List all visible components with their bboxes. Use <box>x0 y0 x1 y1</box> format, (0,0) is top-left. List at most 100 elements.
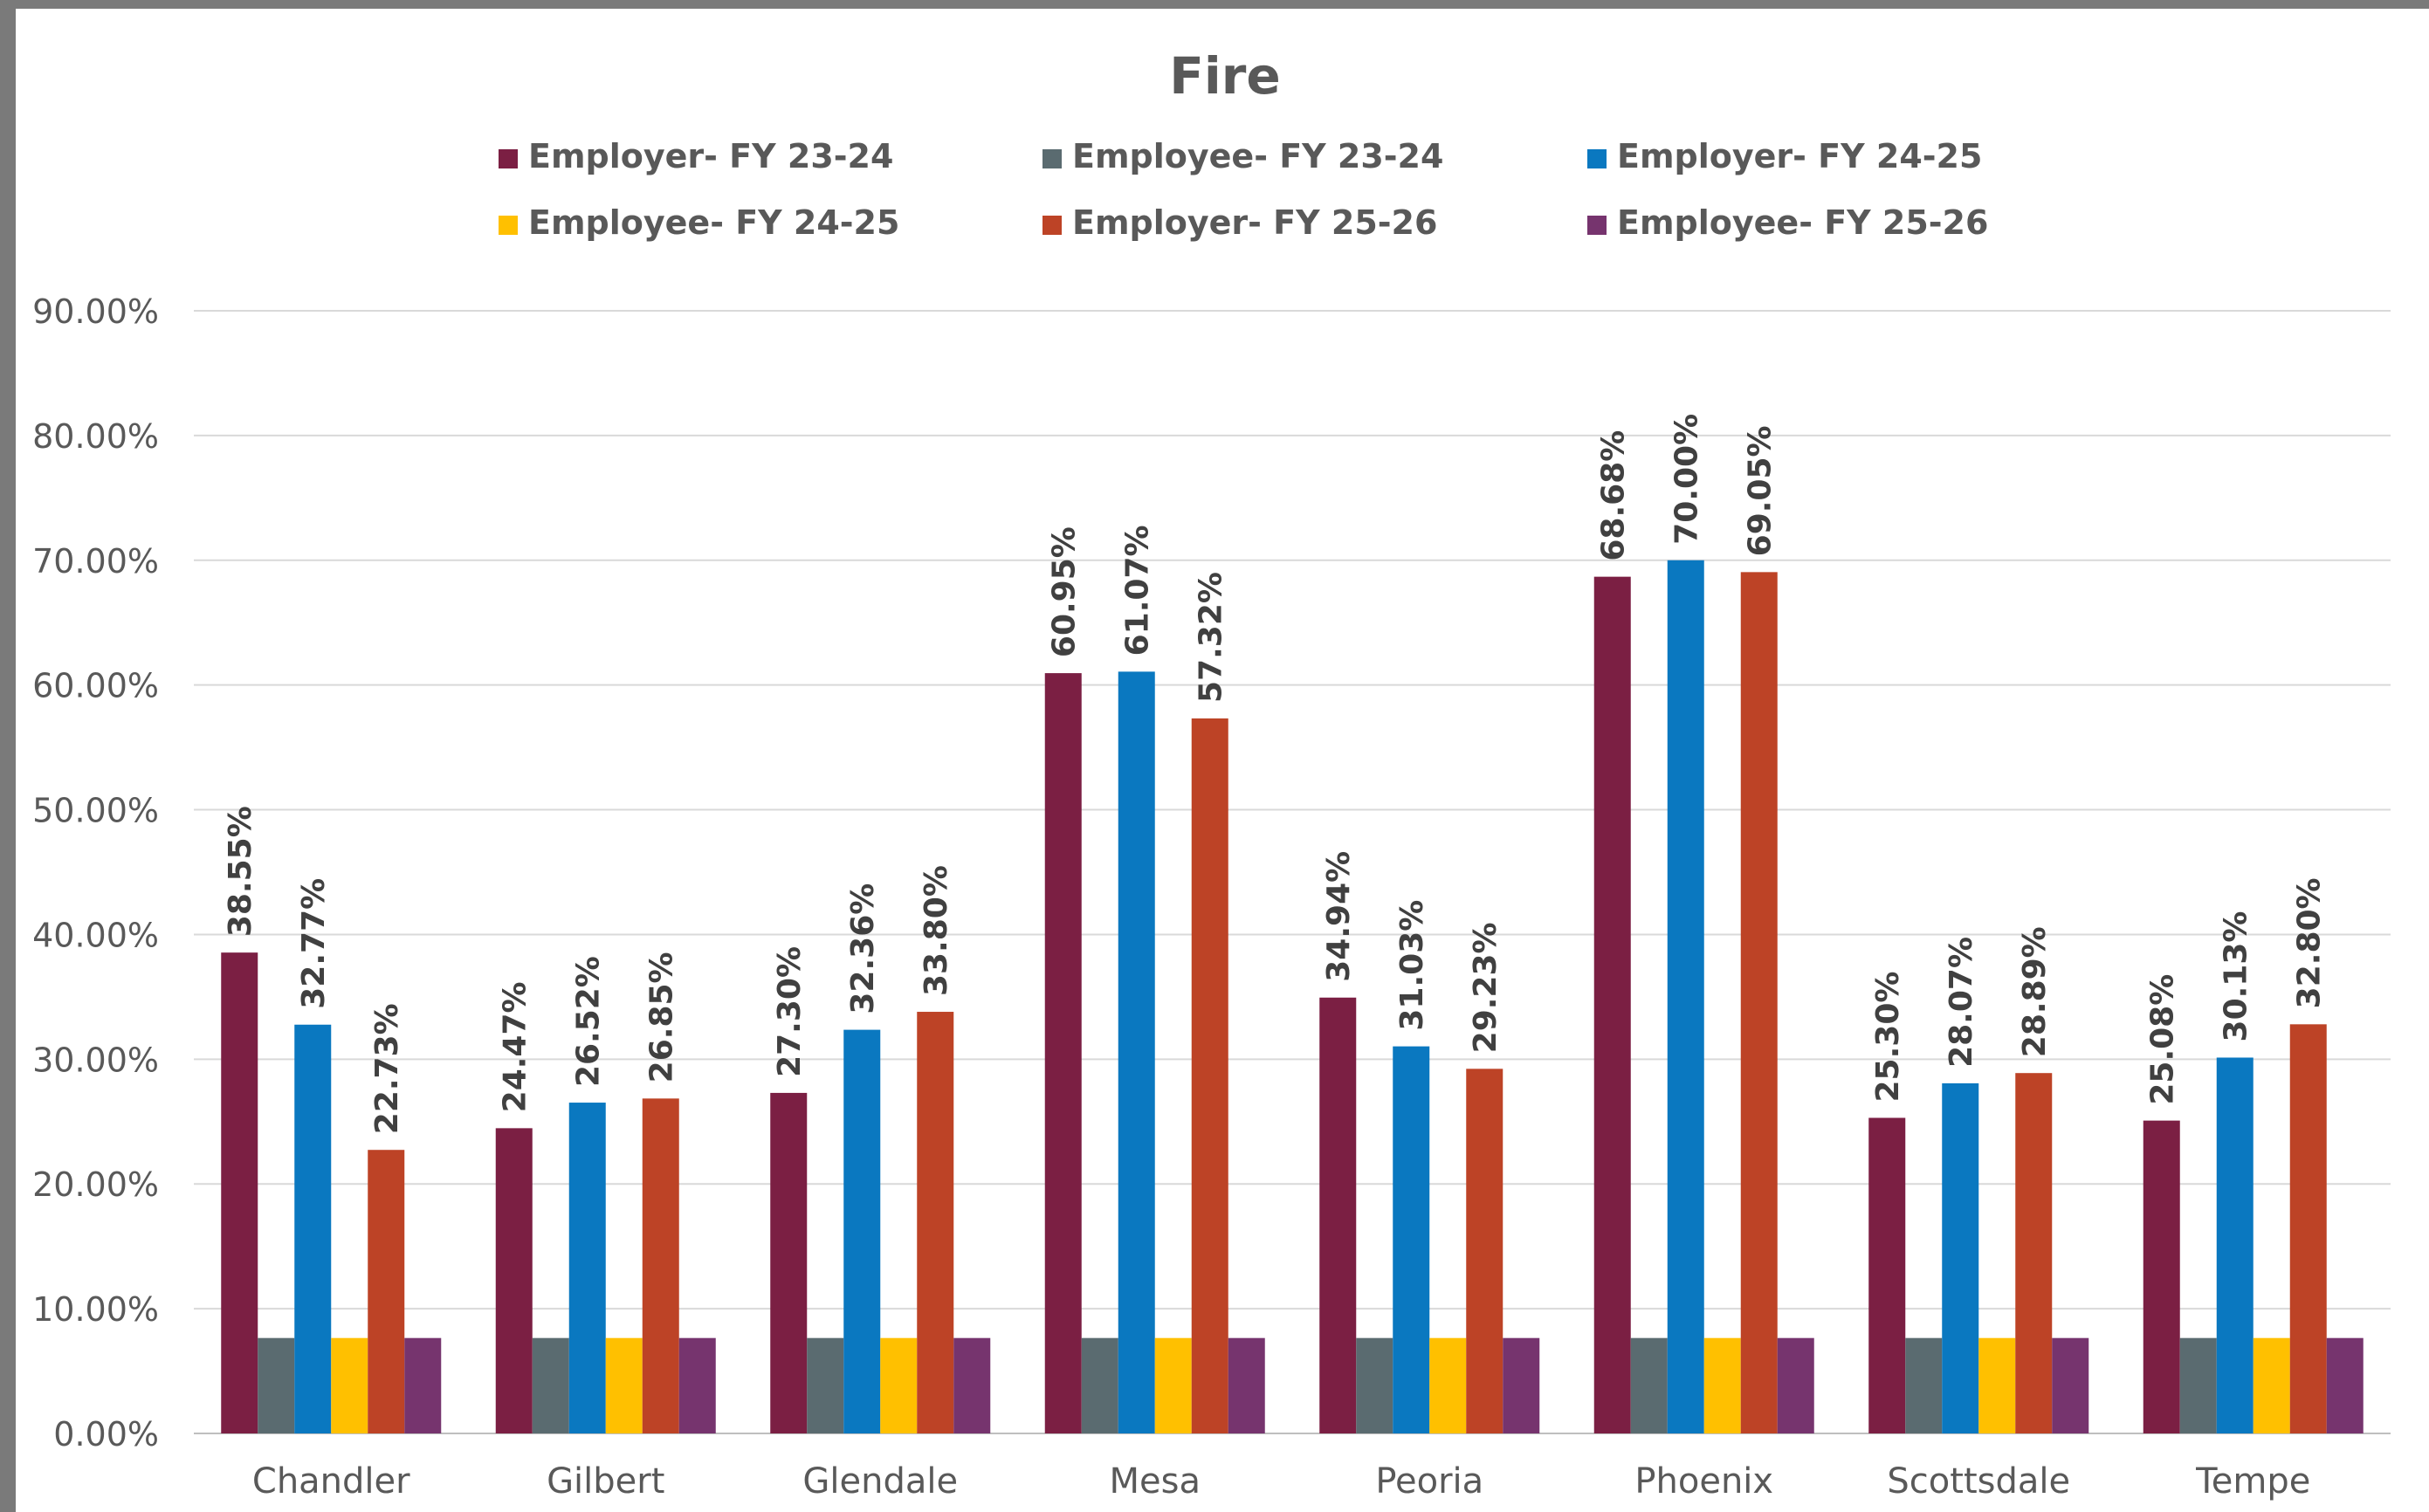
y-tick-label: 50.00% <box>32 792 159 830</box>
bar <box>1905 1337 1943 1433</box>
bar <box>1191 718 1228 1433</box>
bar <box>880 1337 918 1433</box>
y-tick-label: 90.00% <box>32 292 159 331</box>
bar-chart: Fire 0.00% 10.00% 20.00% 30.00% 40.00% 50.00%… <box>32 46 2391 1502</box>
bar <box>2326 1337 2364 1433</box>
data-label: 28.07% <box>1944 937 1979 1068</box>
data-label: 30.13% <box>2219 911 2254 1042</box>
data-label: 32.80% <box>2292 877 2328 1008</box>
bar <box>1978 1337 2016 1433</box>
data-label: 61.07% <box>1120 525 1156 656</box>
bar <box>1393 1046 1430 1433</box>
data-label: 26.85% <box>644 952 680 1082</box>
bar <box>1740 572 1778 1433</box>
y-tick-label: 10.00% <box>32 1290 159 1329</box>
bar <box>678 1337 716 1433</box>
legend-swatch <box>499 216 518 235</box>
bar <box>1319 997 1357 1433</box>
bar <box>917 1012 954 1433</box>
legend-swatch <box>1587 216 1607 235</box>
bar <box>1429 1337 1467 1433</box>
data-label: 28.89% <box>2017 926 2053 1057</box>
data-label: 70.00% <box>1669 414 1705 545</box>
data-label: 26.52% <box>571 956 607 1087</box>
bar <box>294 1024 332 1433</box>
bar <box>568 1103 606 1433</box>
bar <box>2289 1024 2327 1433</box>
data-label: 25.08% <box>2145 974 2181 1105</box>
bar <box>1356 1337 1393 1433</box>
bar <box>1777 1337 1814 1433</box>
x-tick-label: Chandler <box>252 1461 410 1502</box>
y-tick-label: 60.00% <box>32 667 159 705</box>
x-axis-tick-labels: Chandler Gilbert Glendale Mesa Peoria Phoenix… <box>252 1461 2310 1502</box>
gridlines <box>194 310 2391 1434</box>
legend: Employer- FY 23-24 Employee- FY 23-24 Empl… <box>499 137 1988 242</box>
data-label: 22.73% <box>369 1003 405 1134</box>
data-label: 33.80% <box>919 865 954 996</box>
bar <box>1703 1337 1741 1433</box>
bar <box>843 1029 881 1433</box>
y-axis-tick-labels: 0.00% 10.00% 20.00% 30.00% 40.00% 50.00% 60.00… <box>32 292 159 1454</box>
chart-panel: Fire 0.00% 10.00% 20.00% 30.00% 40.00% 50.00%… <box>16 9 2429 1512</box>
data-label: 69.05% <box>1743 425 1779 556</box>
bar <box>1154 1337 1192 1433</box>
x-tick-label: Scottsdale <box>1887 1461 2070 1502</box>
y-tick-label: 40.00% <box>32 916 159 954</box>
data-label: 60.95% <box>1047 526 1083 657</box>
bar <box>1593 576 1631 1433</box>
data-label: 34.94% <box>1321 851 1357 982</box>
data-label: 32.36% <box>845 883 881 1014</box>
legend-label: Employee- FY 24-25 <box>528 203 899 242</box>
bar <box>2052 1337 2089 1433</box>
bar <box>1630 1337 1668 1433</box>
x-tick-label: Gilbert <box>547 1461 664 1502</box>
legend-swatch <box>1042 216 1062 235</box>
data-label: 29.23% <box>1468 922 1504 1053</box>
data-label: 31.03% <box>1394 900 1430 1031</box>
bar <box>1118 671 1155 1433</box>
x-tick-label: Phoenix <box>1634 1461 1773 1502</box>
bar <box>1667 560 1704 1433</box>
bar <box>2179 1337 2217 1433</box>
x-tick-label: Peoria <box>1375 1461 1483 1502</box>
data-label: 57.32% <box>1194 572 1229 703</box>
y-tick-label: 30.00% <box>32 1041 159 1079</box>
bar <box>1081 1337 1118 1433</box>
legend-label: Employer- FY 24-25 <box>1617 137 1982 175</box>
legend-swatch <box>499 149 518 168</box>
bar <box>404 1337 442 1433</box>
y-tick-label: 0.00% <box>53 1415 159 1454</box>
bar <box>368 1150 405 1433</box>
data-label: 38.55% <box>223 806 258 937</box>
x-tick-label: Tempe <box>2195 1461 2310 1502</box>
bar <box>331 1337 368 1433</box>
bar <box>807 1337 844 1433</box>
y-tick-label: 70.00% <box>32 542 159 581</box>
bar <box>2253 1337 2290 1433</box>
bar <box>953 1337 991 1433</box>
legend-swatch <box>1587 149 1607 168</box>
legend-swatch <box>1042 149 1062 168</box>
bar <box>1503 1337 1540 1433</box>
chart-title: Fire <box>1169 46 1280 106</box>
bar <box>495 1128 533 1433</box>
bar <box>258 1337 295 1433</box>
y-tick-label: 80.00% <box>32 417 159 456</box>
data-label: 27.30% <box>772 946 808 1077</box>
data-labels: 38.55% 32.77% 22.73% 24.47% 26.52% 26.85% 27.3… <box>223 414 2328 1134</box>
bar <box>1942 1082 1979 1433</box>
bar <box>1228 1337 1265 1433</box>
data-label: 32.77% <box>296 878 332 1009</box>
bar <box>2216 1057 2254 1433</box>
x-tick-label: Mesa <box>1110 1461 1201 1502</box>
bar <box>642 1098 679 1433</box>
legend-label: Employer- FY 25-26 <box>1072 203 1437 242</box>
legend-label: Employee- FY 23-24 <box>1072 137 1443 175</box>
data-label: 68.68% <box>1596 430 1632 561</box>
bar <box>2015 1073 2053 1433</box>
bar <box>221 952 258 1433</box>
y-tick-label: 20.00% <box>32 1165 159 1204</box>
data-label: 24.47% <box>498 981 533 1112</box>
